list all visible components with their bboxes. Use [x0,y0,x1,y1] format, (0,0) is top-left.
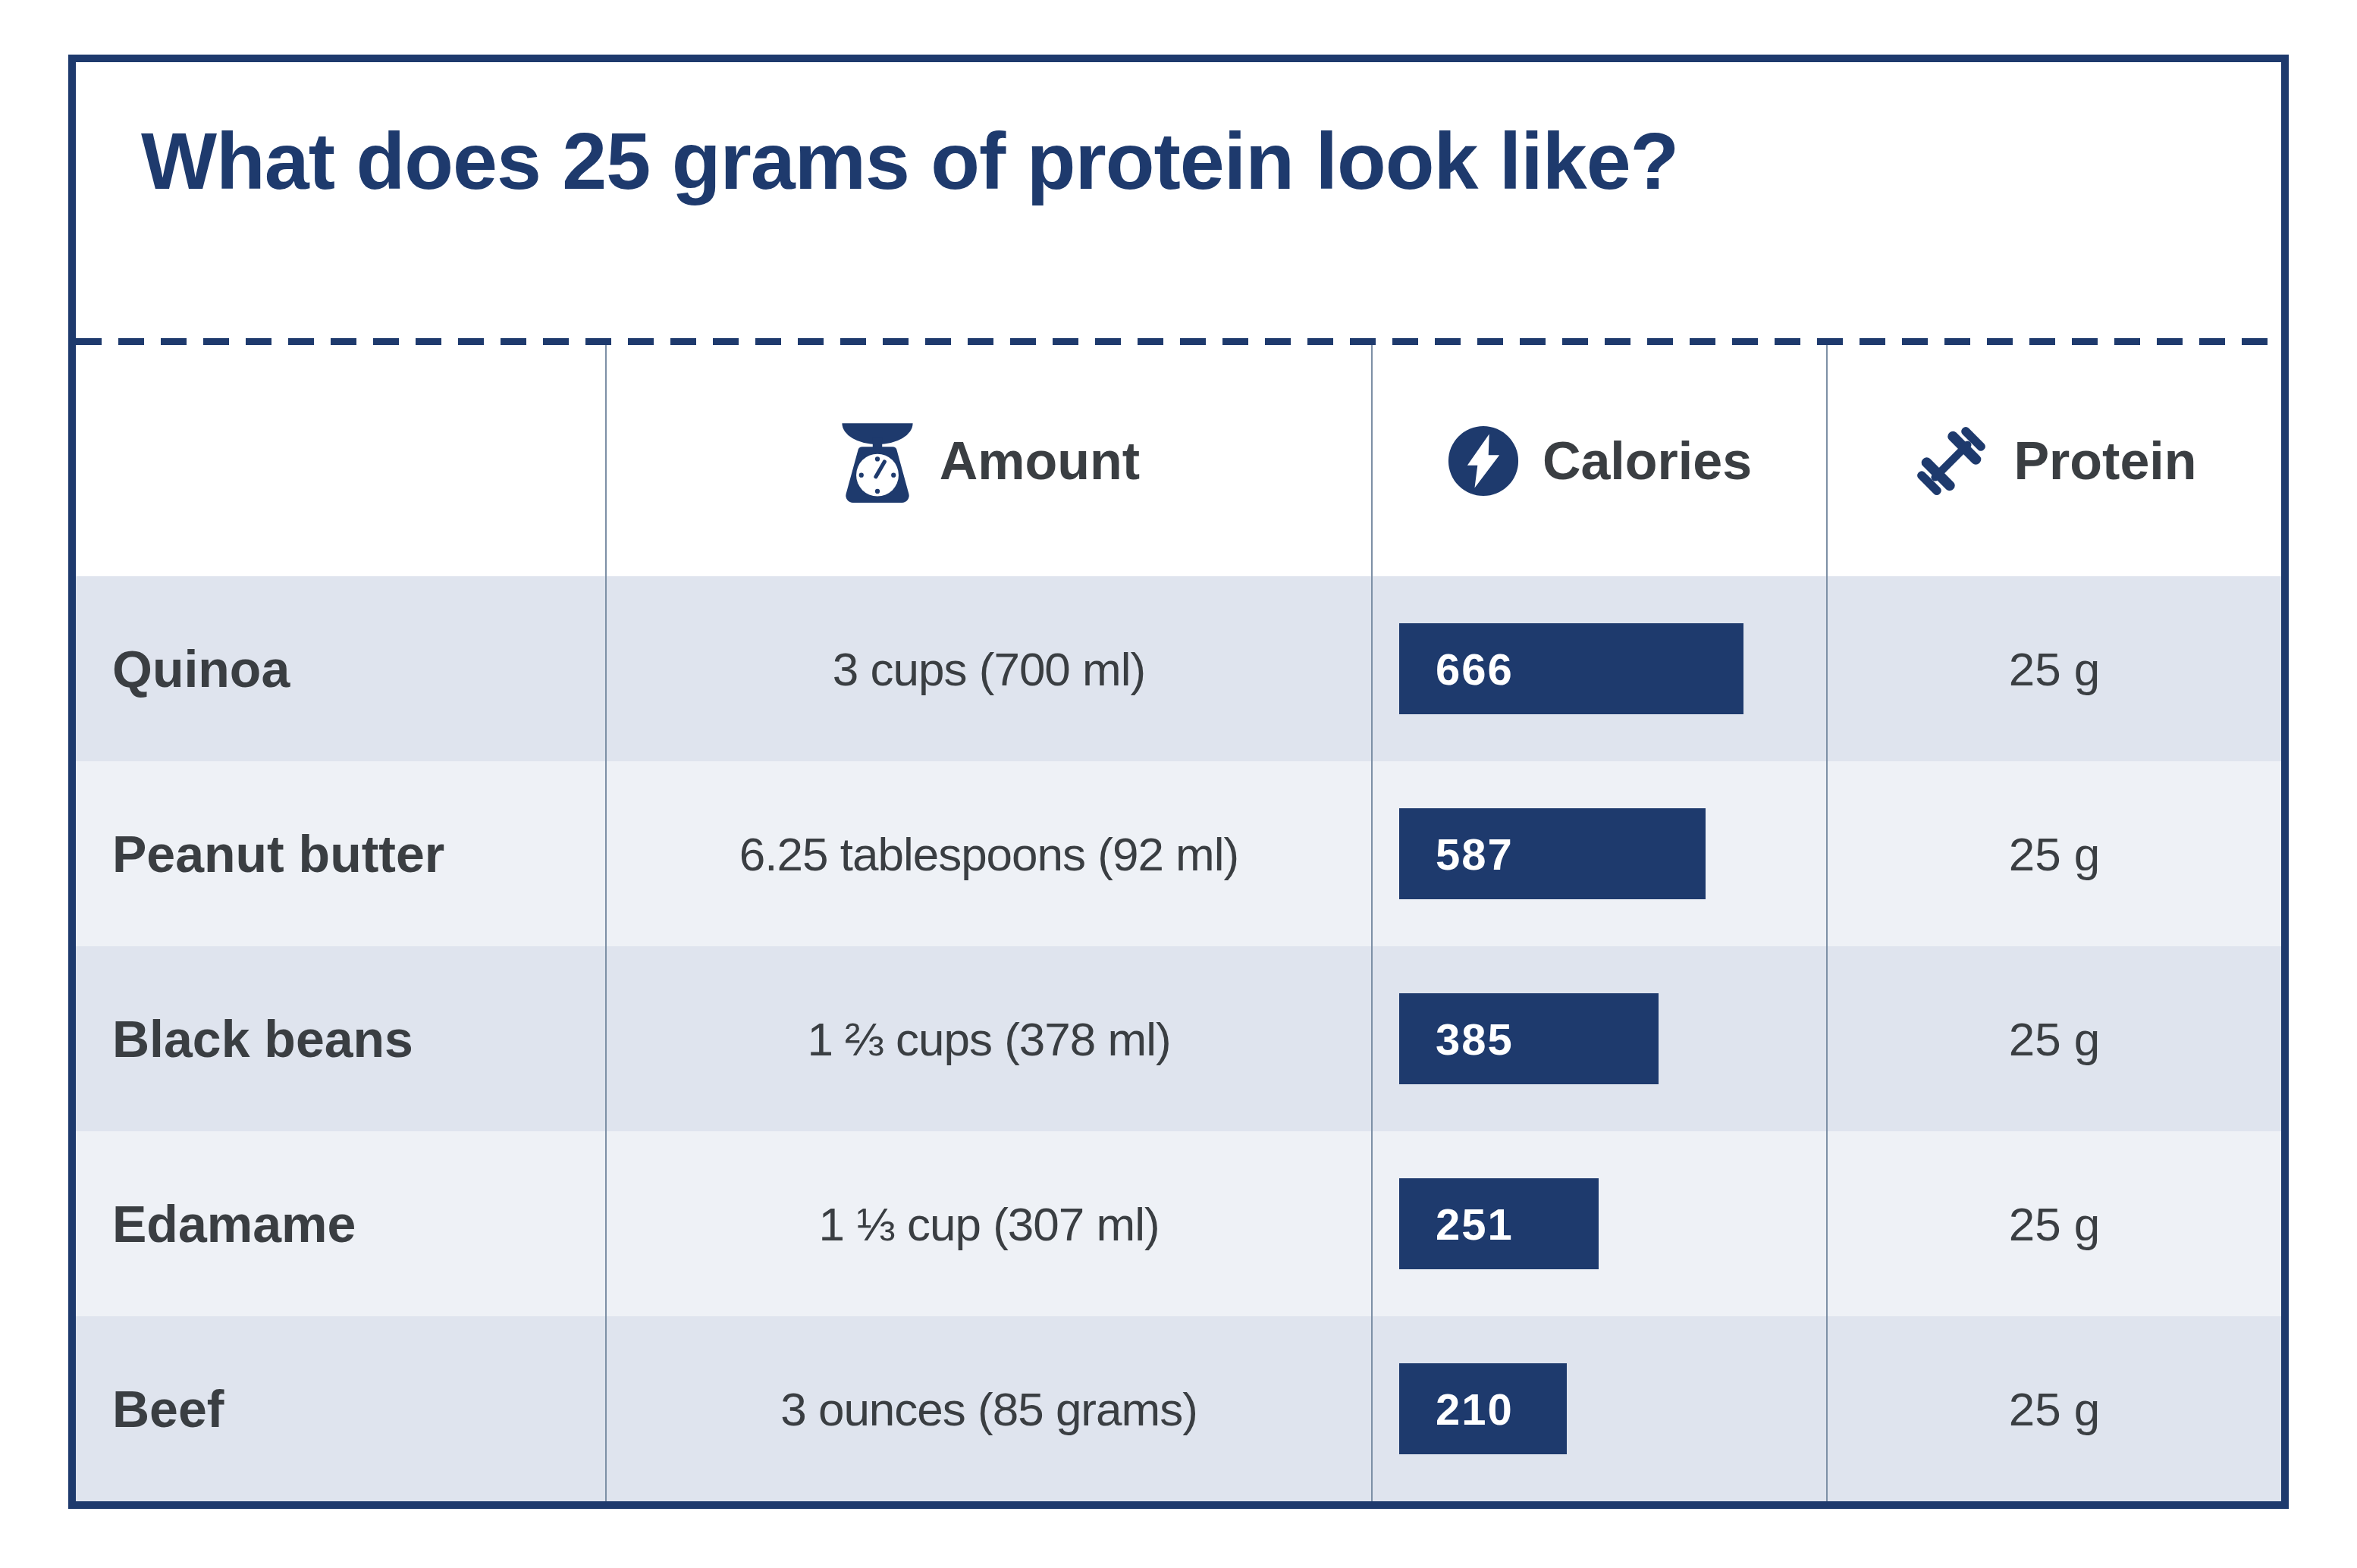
calories-value: 385 [1436,1014,1514,1065]
amount-value: 1 ⅓ cup (307 ml) [607,1131,1373,1316]
kitchen-scale-icon [838,417,917,505]
table-row-beef: Beef 3 ounces (85 grams) 210 25 g [76,1316,2281,1501]
food-name: Edamame [76,1131,607,1316]
calories-value: 210 [1436,1384,1514,1435]
header-protein-cell: Protein [1828,345,2281,576]
calories-cell: 251 [1373,1131,1828,1316]
calories-cell: 587 [1373,761,1828,946]
header-amount-label: Amount [940,431,1140,491]
table-row-edamame: Edamame 1 ⅓ cup (307 ml) 251 25 g [76,1131,2281,1316]
dumbbell-icon [1912,422,1991,500]
protein-value: 25 g [1828,1131,2281,1316]
protein-value: 25 g [1828,946,2281,1131]
protein-value: 25 g [1828,576,2281,761]
lightning-bolt-icon [1447,425,1520,497]
page-title: What does 25 grams of protein look like? [141,115,2189,207]
calories-bar: 666 [1399,623,1743,714]
header-calories-label: Calories [1543,431,1752,491]
amount-value: 6.25 tablespoons (92 ml) [607,761,1373,946]
calories-cell: 385 [1373,946,1828,1131]
amount-value: 1 ⅔ cups (378 ml) [607,946,1373,1131]
food-name: Black beans [76,946,607,1131]
header-calories-cell: Calories [1373,345,1828,576]
table-body: Quinoa 3 cups (700 ml) 666 25 g Peanut b… [76,576,2281,1501]
header-food-cell [76,345,607,576]
table-header-row: Amount Calories [76,345,2281,576]
calories-cell: 210 [1373,1316,1828,1501]
table-row-peanut-butter: Peanut butter 6.25 tablespoons (92 ml) 5… [76,761,2281,946]
table-frame: What does 25 grams of protein look like? [68,55,2289,1509]
calories-bar: 587 [1399,808,1706,899]
table-row-black-beans: Black beans 1 ⅔ cups (378 ml) 385 25 g [76,946,2281,1131]
calories-value: 251 [1436,1199,1514,1250]
protein-value: 25 g [1828,761,2281,946]
infographic-page: What does 25 grams of protein look like? [0,0,2357,1568]
calories-cell: 666 [1373,576,1828,761]
food-name: Quinoa [76,576,607,761]
protein-value: 25 g [1828,1316,2281,1501]
table-row-quinoa: Quinoa 3 cups (700 ml) 666 25 g [76,576,2281,761]
header-protein-label: Protein [2013,431,2196,491]
protein-table: Amount Calories [76,345,2281,1501]
calories-value: 666 [1436,644,1514,695]
calories-bar: 385 [1399,993,1659,1084]
calories-value: 587 [1436,829,1514,880]
amount-value: 3 cups (700 ml) [607,576,1373,761]
food-name: Peanut butter [76,761,607,946]
dashed-separator [76,338,2281,345]
header-amount-cell: Amount [607,345,1373,576]
calories-bar: 210 [1399,1363,1567,1454]
calories-bar: 251 [1399,1178,1599,1269]
amount-value: 3 ounces (85 grams) [607,1316,1373,1501]
food-name: Beef [76,1316,607,1501]
